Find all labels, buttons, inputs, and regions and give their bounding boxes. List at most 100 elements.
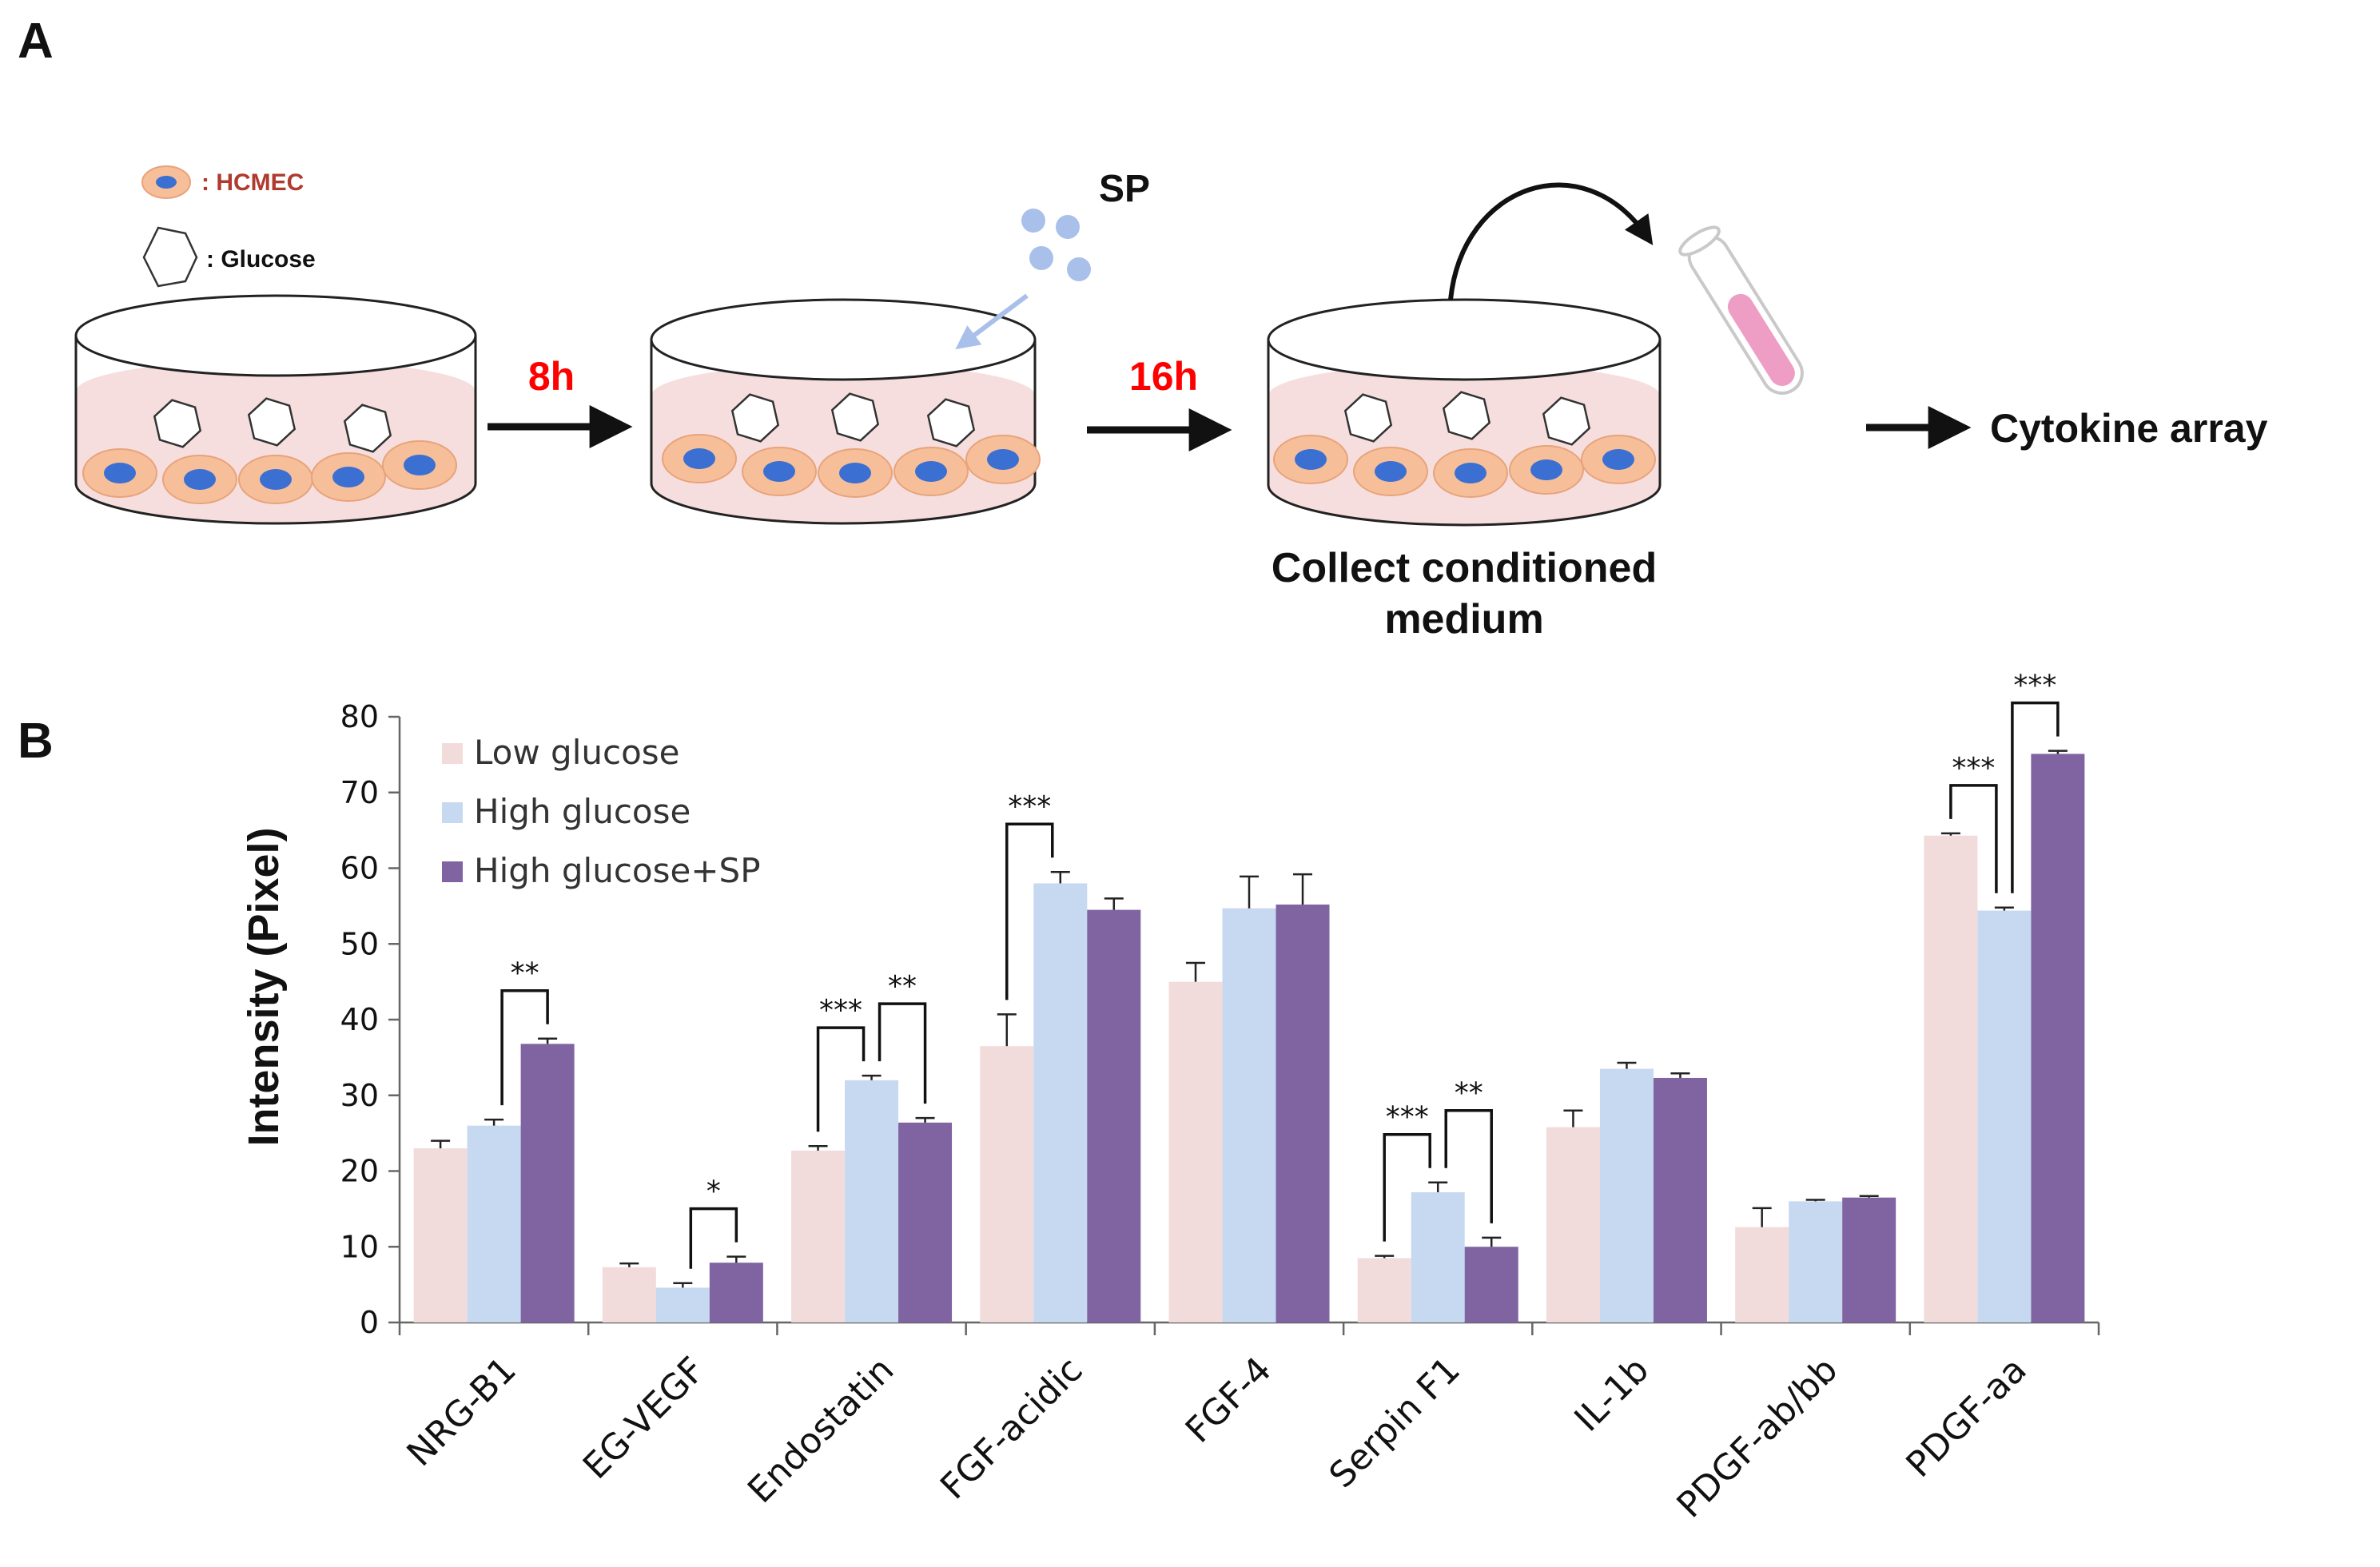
bar bbox=[980, 1046, 1034, 1322]
collect-label-line1: Collect conditioned bbox=[1272, 545, 1657, 591]
cell-nucleus bbox=[184, 469, 216, 490]
cell-nucleus bbox=[404, 455, 436, 475]
bar bbox=[602, 1267, 656, 1322]
sp-dot bbox=[1056, 215, 1080, 239]
category-label: PDGF-aa bbox=[1899, 1350, 2035, 1485]
category-label: PDGF-ab/bb bbox=[1670, 1350, 1846, 1526]
cell-nucleus bbox=[839, 463, 871, 483]
significance-bracket bbox=[1383, 1132, 1431, 1242]
y-axis-label: Intensity (Pixel) bbox=[240, 827, 288, 1146]
collect-arrow bbox=[1448, 182, 1654, 300]
significance-label: ** bbox=[511, 957, 539, 990]
y-tick-label: 80 bbox=[340, 699, 379, 734]
bar bbox=[1033, 883, 1088, 1322]
cell-nucleus bbox=[1375, 461, 1407, 482]
cytokine-array-label: Cytokine array bbox=[1990, 406, 2268, 451]
panel-a-label: A bbox=[18, 14, 54, 69]
glucose-icon bbox=[1343, 393, 1393, 443]
significance-label: ** bbox=[888, 970, 917, 1003]
dish-bottom bbox=[1267, 484, 1662, 527]
category-label: Endostatin bbox=[740, 1350, 901, 1511]
category-label: EG-VEGF bbox=[575, 1350, 713, 1487]
glucose-legend-icon bbox=[142, 226, 198, 288]
bar bbox=[898, 1122, 953, 1322]
panel-a: A : HCMEC : Glucose 8h 16h SP bbox=[18, 14, 2268, 642]
tube-rim bbox=[1678, 225, 1721, 257]
significance-label: *** bbox=[819, 994, 862, 1027]
bar bbox=[1276, 904, 1330, 1322]
dish-rim bbox=[74, 294, 477, 377]
bar bbox=[1222, 908, 1276, 1322]
significance-bracket bbox=[878, 1002, 927, 1104]
legend-label: Low glucose bbox=[474, 733, 680, 772]
legend-label: High glucose+SP bbox=[474, 851, 761, 890]
dish-rim bbox=[1267, 298, 1662, 381]
bar bbox=[1842, 1197, 1896, 1322]
glucose-legend-label: : Glucose bbox=[206, 246, 316, 272]
legend-label: High glucose bbox=[474, 792, 691, 831]
bar bbox=[1087, 909, 1141, 1322]
sp-arrow bbox=[955, 293, 1029, 350]
y-tick-label: 60 bbox=[340, 851, 379, 886]
y-tick-label: 30 bbox=[340, 1078, 379, 1113]
dish-rim bbox=[650, 298, 1037, 381]
significance-label: * bbox=[706, 1175, 721, 1208]
bar bbox=[1789, 1201, 1843, 1322]
bar bbox=[791, 1150, 846, 1322]
bar bbox=[845, 1080, 899, 1322]
y-tick-label: 0 bbox=[360, 1305, 379, 1340]
significance-bracket bbox=[1949, 784, 1998, 893]
bar bbox=[1924, 835, 1978, 1322]
glucose-icon bbox=[153, 399, 202, 448]
y-tick-label: 40 bbox=[340, 1002, 379, 1037]
category-label: NRG-B1 bbox=[400, 1350, 524, 1474]
culture-dish bbox=[1267, 298, 1662, 527]
glucose-icon bbox=[247, 397, 297, 447]
bar bbox=[1977, 910, 2032, 1322]
significance-bracket bbox=[1444, 1108, 1493, 1223]
cell-nucleus bbox=[987, 449, 1019, 470]
cell-nucleus bbox=[104, 463, 136, 483]
sp-dot bbox=[1067, 257, 1091, 281]
legend-hcmec: : HCMEC bbox=[141, 165, 304, 199]
test-tube bbox=[1678, 225, 1804, 395]
bar bbox=[1357, 1258, 1411, 1322]
y-tick-label: 70 bbox=[340, 775, 379, 810]
bar bbox=[1599, 1068, 1654, 1322]
category-label: FGF-acidic bbox=[933, 1350, 1091, 1508]
significance-bracket bbox=[816, 1026, 866, 1132]
bar bbox=[2031, 754, 2085, 1322]
sp-particles: SP bbox=[955, 168, 1150, 350]
cell-nucleus bbox=[1455, 463, 1487, 483]
hcmec-legend-label: : HCMEC bbox=[201, 169, 304, 196]
bar bbox=[467, 1125, 521, 1322]
significance-bracket bbox=[689, 1207, 738, 1269]
cell-nucleus bbox=[1295, 449, 1327, 470]
culture-dish bbox=[74, 294, 477, 525]
culture-dishes bbox=[74, 294, 1662, 527]
cell-nucleus bbox=[332, 467, 364, 487]
tube-liquid bbox=[1727, 293, 1795, 386]
time-label-16h: 16h bbox=[1129, 354, 1198, 399]
bar bbox=[1653, 1077, 1707, 1322]
dish-bottom bbox=[74, 483, 477, 525]
glucose-icon bbox=[1542, 396, 1591, 446]
cell-nucleus bbox=[683, 448, 715, 469]
significance-bracket bbox=[1005, 822, 1054, 1000]
cell-nucleus bbox=[260, 469, 292, 490]
cell-nucleus bbox=[915, 461, 947, 482]
time-label-8h: 8h bbox=[528, 354, 575, 399]
significance-bracket bbox=[2011, 701, 2060, 893]
dish-bottom bbox=[650, 483, 1037, 525]
significance-label: ** bbox=[1455, 1077, 1483, 1110]
glucose-icon bbox=[830, 392, 880, 442]
glucose-icon bbox=[730, 393, 780, 443]
significance-label: *** bbox=[2013, 670, 2056, 702]
cell-nucleus bbox=[1530, 459, 1562, 480]
y-tick-label: 10 bbox=[340, 1229, 379, 1264]
sp-label: SP bbox=[1099, 168, 1150, 210]
cell-nucleus bbox=[1602, 449, 1634, 470]
culture-dish bbox=[650, 298, 1041, 525]
category-label: IL-1b bbox=[1566, 1350, 1657, 1440]
